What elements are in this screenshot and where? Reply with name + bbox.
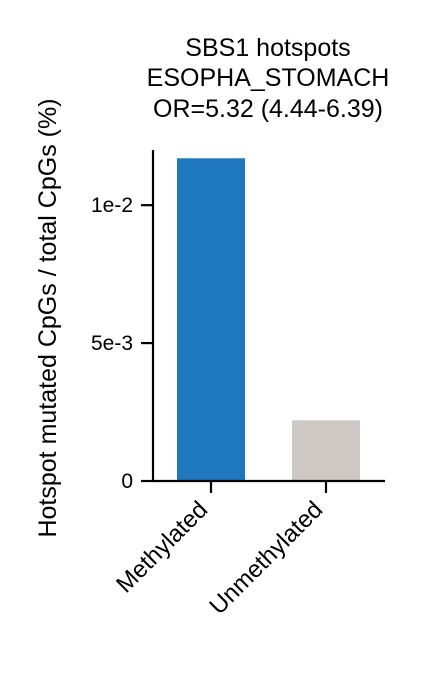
- x-tick-label-unmethylated: Unmethylated: [204, 496, 328, 620]
- chart-title-line-3: OR=5.32 (4.44-6.39): [153, 95, 383, 123]
- y-axis-title: Hotspot mutated CpGs / total CpGs (%): [34, 98, 62, 537]
- x-tick-label-methylated: Methylated: [111, 496, 213, 598]
- bars-group: [177, 158, 360, 481]
- y-tick-label: 1e-2: [91, 194, 133, 217]
- chart-title-line-2: ESOPHA_STOMACH: [147, 64, 390, 92]
- y-tick-label: 5e-3: [91, 332, 133, 355]
- y-ticks-group: 0 5e-3 1e-2: [91, 194, 153, 493]
- chart-title-line-1: SBS1 hotspots: [185, 34, 350, 62]
- y-tick-label: 0: [121, 470, 133, 493]
- bar-unmethylated: [292, 420, 360, 481]
- chart-title: SBS1 hotspots ESOPHA_STOMACH OR=5.32 (4.…: [147, 34, 390, 123]
- bar-methylated: [177, 158, 245, 481]
